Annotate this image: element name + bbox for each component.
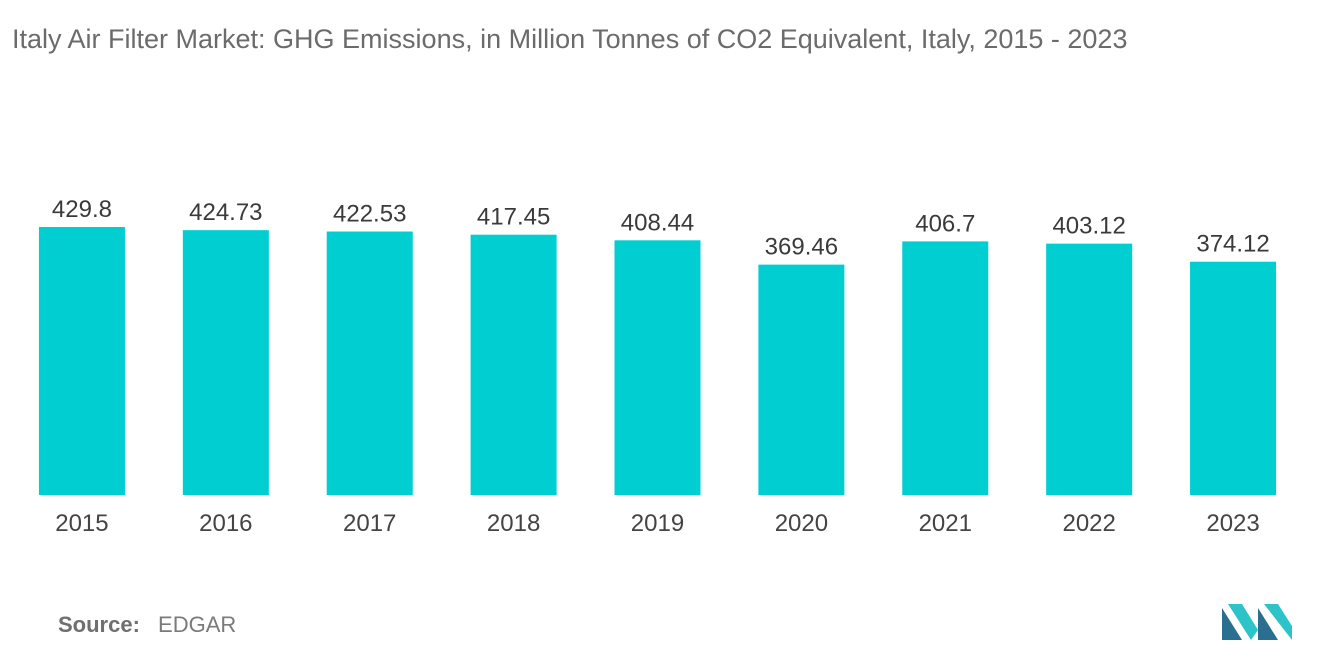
- bar-2019: [614, 240, 701, 495]
- x-tick-label-2017: 2017: [343, 510, 396, 537]
- value-labels-group: 429.8 424.73 422.53 417.45 408.44 369.46 406.7…: [52, 196, 1270, 261]
- bar-2018: [470, 234, 557, 495]
- x-tick-label-2018: 2018: [487, 510, 540, 537]
- x-tick-label-2021: 2021: [919, 510, 972, 537]
- value-label-2015: 429.8: [52, 196, 112, 223]
- bar-chart: 429.8 424.73 422.53 417.45 408.44 369.46 406.7…: [38, 196, 1277, 537]
- value-label-2021: 406.7: [915, 210, 975, 237]
- chart-title: Italy Air Filter Market: GHG Emissions, …: [12, 24, 1128, 54]
- bar-2017: [326, 231, 413, 495]
- x-tick-label-2019: 2019: [631, 510, 684, 537]
- x-tick-label-2022: 2022: [1062, 510, 1115, 537]
- bars-group: [38, 227, 1277, 495]
- bar-2015: [38, 227, 125, 495]
- bar-2022: [1046, 243, 1133, 495]
- x-tick-label-2016: 2016: [199, 510, 252, 537]
- value-label-2017: 422.53: [333, 201, 406, 228]
- source-note: Source: EDGAR: [58, 612, 236, 638]
- value-label-2016: 424.73: [189, 199, 262, 226]
- bar-2021: [902, 241, 989, 495]
- value-label-2018: 417.45: [477, 204, 550, 231]
- value-label-2022: 403.12: [1052, 213, 1125, 240]
- source-label: Source:: [58, 612, 140, 637]
- x-tick-label-2015: 2015: [55, 510, 108, 537]
- bar-2023: [1190, 261, 1277, 495]
- x-tick-label-2020: 2020: [775, 510, 828, 537]
- mordor-intelligence-logo-icon: [1222, 604, 1292, 640]
- x-tick-label-2023: 2023: [1206, 510, 1259, 537]
- x-tick-labels-group: 2015 2016 2017 2018 2019 2020 2021 2022 2023: [55, 510, 1260, 537]
- value-label-2023: 374.12: [1196, 231, 1269, 258]
- bar-2020: [758, 264, 845, 495]
- value-label-2020: 369.46: [765, 234, 838, 261]
- source-value: EDGAR: [158, 612, 237, 637]
- value-label-2019: 408.44: [621, 209, 694, 236]
- bar-2016: [182, 230, 269, 495]
